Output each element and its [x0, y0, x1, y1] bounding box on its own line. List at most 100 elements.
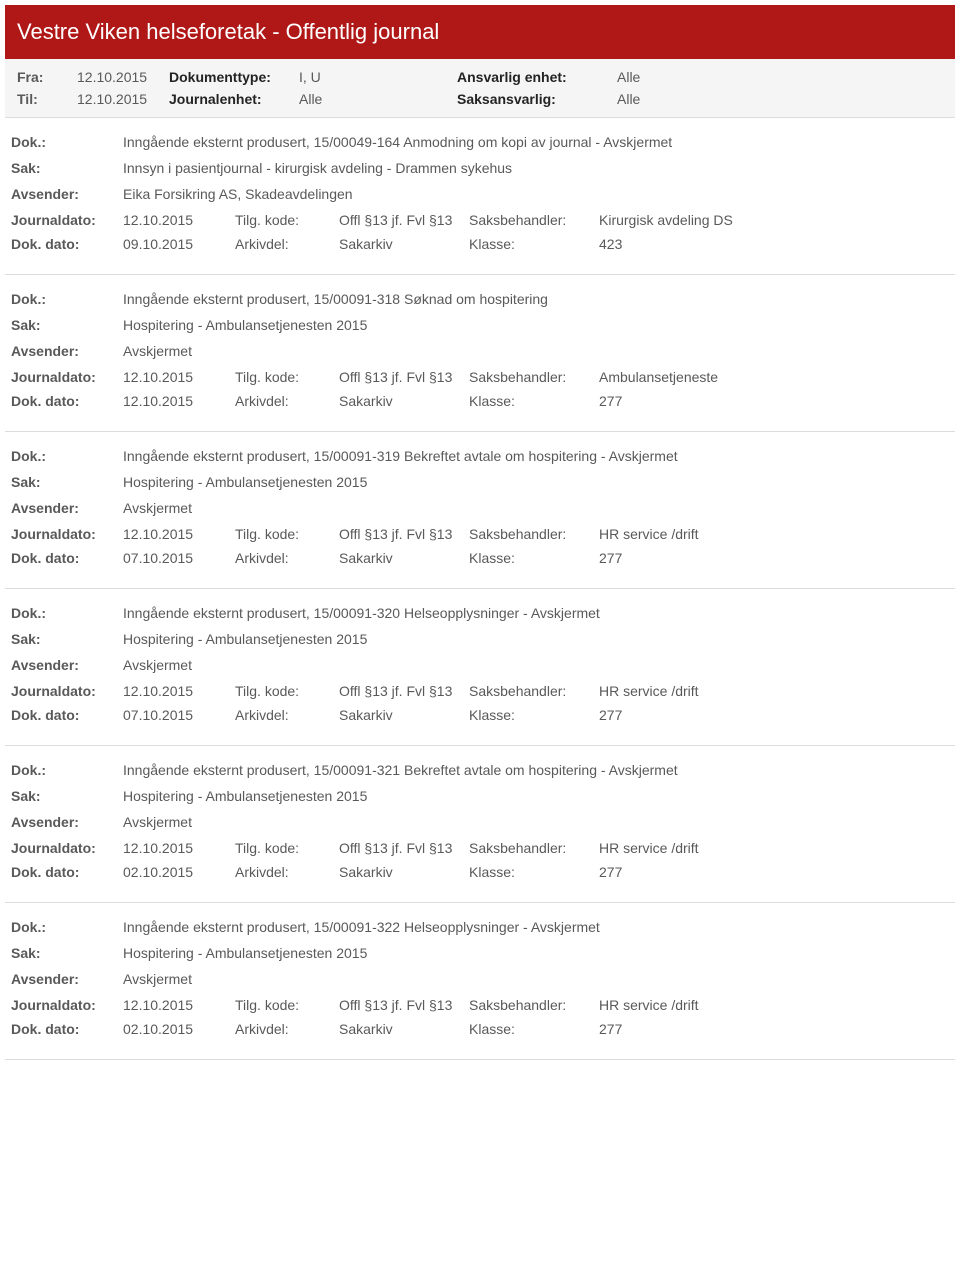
tilgkode-value: Offl §13 jf. Fvl §13	[339, 997, 469, 1013]
filter-row: Til: 12.10.2015 Journalenhet: Alle Saksa…	[17, 91, 943, 107]
dok-value: Inngående eksternt produsert, 15/00049-1…	[123, 134, 949, 150]
dokdato-label: Dok. dato:	[11, 864, 123, 880]
journal-entry: Dok.: Inngående eksternt produsert, 15/0…	[5, 903, 955, 1060]
journaldato-value: 12.10.2015	[123, 683, 235, 699]
journaldato-value: 12.10.2015	[123, 212, 235, 228]
arkivdel-label: Arkivdel:	[235, 236, 339, 252]
tilgkode-label: Tilg. kode:	[235, 683, 339, 699]
journal-entry: Dok.: Inngående eksternt produsert, 15/0…	[5, 432, 955, 589]
tilgkode-label: Tilg. kode:	[235, 212, 339, 228]
dokdato-label: Dok. dato:	[11, 236, 123, 252]
saksbehandler-value: HR service /drift	[599, 526, 699, 542]
dokdato-label: Dok. dato:	[11, 393, 123, 409]
dok-label: Dok.:	[11, 134, 123, 150]
arkivdel-label: Arkivdel:	[235, 707, 339, 723]
journaldato-label: Journaldato:	[11, 526, 123, 542]
arkivdel-label: Arkivdel:	[235, 393, 339, 409]
filter-journalunit-value: Alle	[299, 91, 457, 107]
page-title: Vestre Viken helseforetak - Offentlig jo…	[5, 5, 955, 59]
dok-label: Dok.:	[11, 605, 123, 621]
tilgkode-value: Offl §13 jf. Fvl §13	[339, 369, 469, 385]
klasse-value: 277	[599, 1021, 622, 1037]
saksbehandler-value: Ambulansetjeneste	[599, 369, 718, 385]
avsender-value: Eika Forsikring AS, Skadeavdelingen	[123, 186, 949, 202]
klasse-value: 277	[599, 864, 622, 880]
sak-label: Sak:	[11, 317, 123, 333]
journaldato-value: 12.10.2015	[123, 840, 235, 856]
dokdato-value: 07.10.2015	[123, 550, 235, 566]
avsender-label: Avsender:	[11, 343, 123, 359]
sak-label: Sak:	[11, 474, 123, 490]
arkivdel-label: Arkivdel:	[235, 550, 339, 566]
tilgkode-label: Tilg. kode:	[235, 997, 339, 1013]
saksbehandler-label: Saksbehandler:	[469, 840, 599, 856]
saksbehandler-label: Saksbehandler:	[469, 683, 599, 699]
dokdato-value: 09.10.2015	[123, 236, 235, 252]
arkivdel-label: Arkivdel:	[235, 1021, 339, 1037]
klasse-value: 277	[599, 550, 622, 566]
dokdato-value: 07.10.2015	[123, 707, 235, 723]
sak-value: Hospitering - Ambulansetjenesten 2015	[123, 631, 949, 647]
filter-unit-label: Ansvarlig enhet:	[457, 69, 617, 85]
sak-value: Hospitering - Ambulansetjenesten 2015	[123, 945, 949, 961]
filter-bar: Fra: 12.10.2015 Dokumenttype: I, U Ansva…	[5, 59, 955, 118]
journaldato-label: Journaldato:	[11, 369, 123, 385]
dok-label: Dok.:	[11, 291, 123, 307]
klasse-value: 277	[599, 393, 622, 409]
avsender-value: Avskjermet	[123, 971, 949, 987]
avsender-label: Avsender:	[11, 657, 123, 673]
arkivdel-value: Sakarkiv	[339, 236, 469, 252]
sak-value: Hospitering - Ambulansetjenesten 2015	[123, 474, 949, 490]
journal-entry: Dok.: Inngående eksternt produsert, 15/0…	[5, 589, 955, 746]
avsender-label: Avsender:	[11, 971, 123, 987]
sak-label: Sak:	[11, 631, 123, 647]
dok-value: Inngående eksternt produsert, 15/00091-3…	[123, 919, 949, 935]
tilgkode-value: Offl §13 jf. Fvl §13	[339, 840, 469, 856]
sak-label: Sak:	[11, 945, 123, 961]
journaldato-label: Journaldato:	[11, 997, 123, 1013]
dokdato-label: Dok. dato:	[11, 550, 123, 566]
arkivdel-value: Sakarkiv	[339, 707, 469, 723]
avsender-label: Avsender:	[11, 814, 123, 830]
filter-doctype-value: I, U	[299, 69, 457, 85]
journaldato-label: Journaldato:	[11, 683, 123, 699]
klasse-label: Klasse:	[469, 707, 599, 723]
dok-label: Dok.:	[11, 448, 123, 464]
dokdato-value: 02.10.2015	[123, 864, 235, 880]
filter-row: Fra: 12.10.2015 Dokumenttype: I, U Ansva…	[17, 69, 943, 85]
klasse-label: Klasse:	[469, 1021, 599, 1037]
journal-entry: Dok.: Inngående eksternt produsert, 15/0…	[5, 118, 955, 275]
journaldato-value: 12.10.2015	[123, 369, 235, 385]
tilgkode-value: Offl §13 jf. Fvl §13	[339, 526, 469, 542]
sak-value: Hospitering - Ambulansetjenesten 2015	[123, 788, 949, 804]
sak-value: Innsyn i pasientjournal - kirurgisk avde…	[123, 160, 949, 176]
klasse-label: Klasse:	[469, 393, 599, 409]
saksbehandler-label: Saksbehandler:	[469, 997, 599, 1013]
journal-entry: Dok.: Inngående eksternt produsert, 15/0…	[5, 275, 955, 432]
filter-from-label: Fra:	[17, 69, 77, 85]
arkivdel-value: Sakarkiv	[339, 550, 469, 566]
avsender-value: Avskjermet	[123, 657, 949, 673]
journal-entry: Dok.: Inngående eksternt produsert, 15/0…	[5, 746, 955, 903]
dokdato-label: Dok. dato:	[11, 1021, 123, 1037]
saksbehandler-value: HR service /drift	[599, 997, 699, 1013]
arkivdel-value: Sakarkiv	[339, 393, 469, 409]
avsender-label: Avsender:	[11, 186, 123, 202]
saksbehandler-label: Saksbehandler:	[469, 212, 599, 228]
arkivdel-label: Arkivdel:	[235, 864, 339, 880]
journaldato-label: Journaldato:	[11, 840, 123, 856]
filter-doctype-label: Dokumenttype:	[169, 69, 299, 85]
tilgkode-value: Offl §13 jf. Fvl §13	[339, 683, 469, 699]
saksbehandler-label: Saksbehandler:	[469, 526, 599, 542]
dok-value: Inngående eksternt produsert, 15/00091-3…	[123, 762, 949, 778]
sak-label: Sak:	[11, 788, 123, 804]
filter-responsible-value: Alle	[617, 91, 640, 107]
saksbehandler-label: Saksbehandler:	[469, 369, 599, 385]
journaldato-value: 12.10.2015	[123, 997, 235, 1013]
journaldato-value: 12.10.2015	[123, 526, 235, 542]
klasse-label: Klasse:	[469, 550, 599, 566]
filter-to-value: 12.10.2015	[77, 91, 169, 107]
saksbehandler-value: HR service /drift	[599, 683, 699, 699]
sak-value: Hospitering - Ambulansetjenesten 2015	[123, 317, 949, 333]
arkivdel-value: Sakarkiv	[339, 864, 469, 880]
